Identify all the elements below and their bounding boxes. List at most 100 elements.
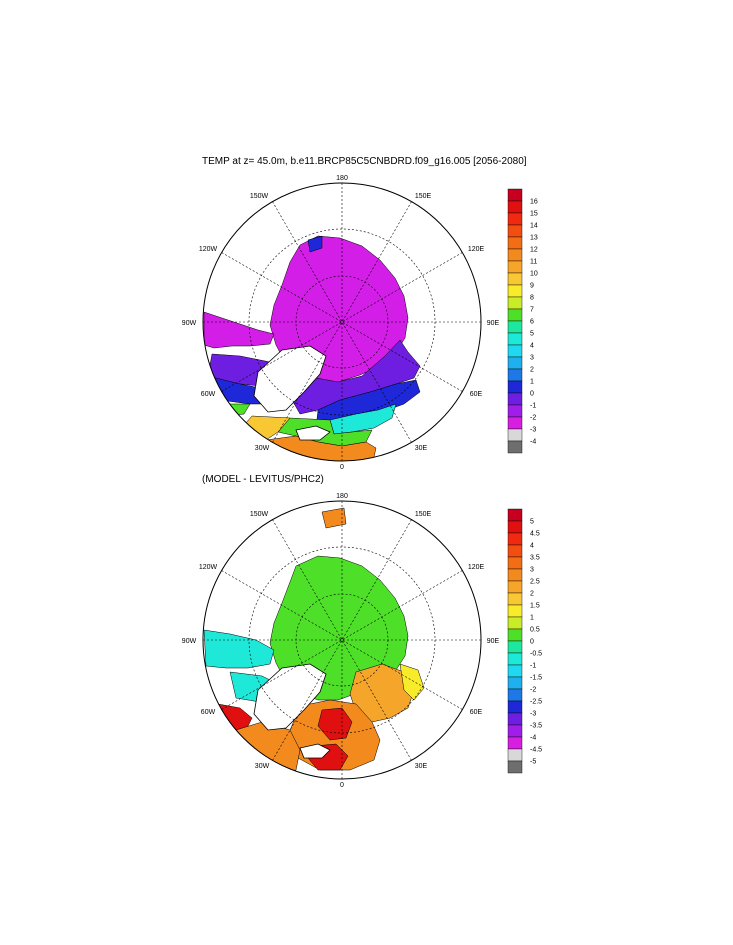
colorbar-swatch (507, 320, 523, 334)
panel1-labrador (223, 403, 251, 417)
colorbar-label: 2 (530, 367, 534, 374)
colorbar-label: -1.5 (530, 675, 542, 682)
panel2-colorbar: 5 4.5 4 3.5 3 2.5 2 1.5 1 0.5 0 -0.5 -1 -1.5 -2 -2.5 -3 -… (507, 508, 542, 774)
panel1-title: TEMP at z= 45.0m, b.e11.BRCP85C5CNBDRD.f… (202, 156, 527, 167)
panel2-iceland (299, 743, 331, 759)
colorbar-label: 4 (530, 543, 534, 550)
panel1-north-atlantic-warm (227, 431, 377, 461)
colorbar-swatch (507, 508, 523, 522)
colorbar-label: -1 (530, 663, 536, 670)
lon-label: 60E (470, 709, 483, 716)
colorbar-label: -0.5 (530, 651, 542, 658)
colorbar-label: 9 (530, 283, 534, 290)
colorbar-label: 0 (530, 639, 534, 646)
panel1-longitude-labels: 180 150W 150E 120W 120E 90W 90E 60W 60E … (182, 175, 500, 471)
colorbar-swatch (507, 688, 523, 702)
colorbar-label: -5 (530, 759, 536, 766)
colorbar-swatch (507, 676, 523, 690)
lon-label: 0 (340, 464, 344, 471)
panel1-iceland (295, 425, 331, 441)
lon-label: 0 (340, 782, 344, 789)
panel1-arctic-cold-water (269, 235, 409, 383)
colorbar-swatch (507, 724, 523, 738)
colorbar-swatch (507, 332, 523, 346)
lon-label: 60W (201, 709, 216, 716)
colorbar-swatch (507, 344, 523, 358)
colorbar-label: -3 (530, 711, 536, 718)
lon-label: 30W (255, 763, 270, 770)
colorbar-swatch (507, 616, 523, 630)
colorbar-label: 0 (530, 391, 534, 398)
lon-label: 30E (415, 445, 428, 452)
colorbar-swatch (507, 568, 523, 582)
colorbar-swatch (507, 544, 523, 558)
panel1-polar-projection (202, 182, 482, 462)
panel1-baffin-blue (205, 375, 293, 405)
colorbar-swatch (507, 592, 523, 606)
colorbar-swatch (507, 248, 523, 262)
colorbar-label: 3 (530, 355, 534, 362)
colorbar-swatch (507, 368, 523, 382)
panel2-atlantic-red-core (307, 743, 349, 771)
colorbar-label: 4 (530, 343, 534, 350)
colorbar-label: 0.5 (530, 627, 540, 634)
colorbar-label: -3.5 (530, 723, 542, 730)
colorbar-swatch (507, 308, 523, 322)
colorbar-label: 4.5 (530, 531, 540, 538)
colorbar-swatch (507, 652, 523, 666)
colorbar-swatch (507, 356, 523, 370)
colorbar-swatch (507, 640, 523, 654)
colorbar-swatch (507, 224, 523, 238)
colorbar-swatch (507, 188, 523, 202)
lon-label: 90E (487, 320, 500, 327)
panel2-barents-yellow (399, 663, 425, 701)
colorbar-swatch (507, 236, 523, 250)
colorbar-swatch (507, 428, 523, 442)
lon-label: 180 (336, 175, 348, 182)
lon-label: 150E (415, 511, 432, 518)
colorbar-label: 7 (530, 307, 534, 314)
colorbar-swatch (507, 404, 523, 418)
colorbar-label: -2.5 (530, 699, 542, 706)
lon-label: 30W (255, 445, 270, 452)
lon-label: 180 (336, 493, 348, 500)
panel1-norwegian-green (277, 417, 373, 447)
colorbar-label: 5 (530, 331, 534, 338)
colorbar-swatch (507, 380, 523, 394)
lon-label: 90W (182, 320, 197, 327)
panel2-longitude-labels: 180 150W 150E 120W 120E 90W 90E 60W 60E … (182, 493, 500, 789)
colorbar-label: 11 (530, 259, 537, 266)
colorbar-label: -3 (530, 427, 536, 434)
panel2-polar-projection (202, 500, 482, 780)
colorbar-swatch (507, 760, 523, 774)
colorbar-swatch (507, 556, 523, 570)
panel1-pacific-strip (307, 235, 323, 253)
colorbar-label: 1 (530, 379, 534, 386)
colorbar-label: 16 (530, 199, 538, 206)
lon-label: 150W (250, 511, 269, 518)
colorbar-label: -4 (530, 439, 536, 446)
panel1-graticule (203, 183, 481, 461)
lon-label: 120W (199, 246, 218, 253)
panel2-arctic-zero-anomaly (269, 555, 409, 701)
colorbar-label: 12 (530, 247, 538, 254)
colorbar-label: 2.5 (530, 579, 540, 586)
colorbar-swatch (507, 604, 523, 618)
colorbar-swatch (507, 520, 523, 534)
panel2-baffin-cyan (229, 671, 287, 703)
panel2-labrador-orange (205, 699, 231, 749)
lon-label: 90W (182, 638, 197, 645)
colorbar-swatch (507, 392, 523, 406)
colorbar-swatch (507, 272, 523, 286)
panel2-greenland (253, 663, 327, 731)
panel2-canadian-channels (203, 629, 275, 669)
lon-label: 90E (487, 638, 500, 645)
colorbar-swatch (507, 712, 523, 726)
colorbar-swatch (507, 532, 523, 546)
colorbar-label: -2 (530, 415, 536, 422)
lon-label: 120E (468, 246, 485, 253)
colorbar-swatch (507, 200, 523, 214)
colorbar-label: 3 (530, 567, 534, 574)
colorbar-swatch (507, 580, 523, 594)
